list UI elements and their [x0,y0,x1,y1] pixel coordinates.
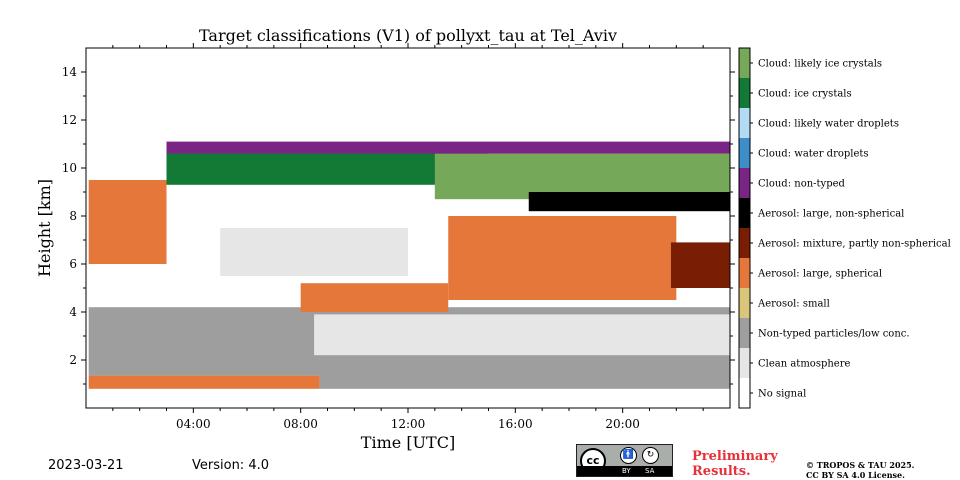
plot-area [86,48,730,408]
legend-swatch [739,318,750,348]
x-tick-label: 20:00 [605,417,640,431]
classification-layer [88,375,320,389]
classification-layer [314,314,730,356]
legend-swatch [739,138,750,168]
legend-label: No signal [758,389,806,400]
y-tick-label: 10 [62,161,77,175]
x-tick-label: 04:00 [176,417,211,431]
legend-swatch [739,48,750,78]
y-tick-label: 12 [62,113,77,127]
classification-layer [448,216,677,300]
legend-label: Non-typed particles/low conc. [758,329,910,340]
y-tick-label: 4 [69,305,77,319]
preliminary-line-2: Results. [692,464,751,479]
version-label: Version: 4.0 [192,458,269,473]
legend-frame [738,47,751,409]
legend-label: Aerosol: mixture, partly non-spherical [757,239,951,250]
legend-label: Cloud: ice crystals [758,89,852,100]
y-tick-label: 6 [69,257,77,271]
legend-label: Cloud: non-typed [758,179,846,190]
x-tick-label: 12:00 [391,417,426,431]
classification-layer [220,228,408,276]
sa-label: SA [645,467,655,475]
badge-strip [577,466,672,476]
x-tick-label: 08:00 [283,417,318,431]
y-tick-label: 14 [62,65,78,79]
legend-label: Aerosol: small [757,299,830,310]
legend-label: Cloud: likely ice crystals [758,59,882,70]
share-alike-icon: ↻ [642,447,659,464]
legend-swatch [739,228,750,258]
y-axis-label: Height [km] [35,179,54,277]
classification-layer [528,192,730,212]
person-icon: 🚹 [620,447,637,464]
classification-layer [319,372,730,389]
legend-label: Aerosol: large, spherical [757,269,882,280]
chart-title: Target classifications (V1) of pollyxt_t… [199,26,617,45]
legend-swatch [739,198,750,228]
legend-label: Cloud: likely water droplets [758,119,899,130]
date-label: 2023-03-21 [48,458,124,473]
legend-swatch [739,288,750,318]
preliminary-line-1: Preliminary [692,449,778,464]
colorbar-legend: Cloud: likely ice crystals Cloud: ice cry… [738,47,951,409]
copyright-line-2: CC BY SA 4.0 License. [806,470,905,480]
legend-swatch [739,258,750,288]
legend-label: Clean atmosphere [758,359,851,370]
legend-label: Aerosol: large, non-spherical [757,209,904,220]
x-axis-label: Time [UTC] [361,433,455,452]
copyright-note: © TROPOS & TAU 2025. CC BY SA 4.0 Licens… [806,460,914,480]
axes: 04:00 08:00 12:00 16:00 20:00 2 4 6 8 10 12 14 [62,43,735,431]
legend-swatch [739,378,750,408]
classification-layer [300,283,449,312]
by-label: BY [622,467,631,475]
legend-swatch [739,78,750,108]
preliminary-note: Preliminary Results. [692,449,778,479]
cc-license-badge: cc 🚹 ↻ BY SA [576,444,673,477]
legend-swatch [739,168,750,198]
classification-layer [434,153,730,200]
legend-swatch [739,348,750,378]
y-tick-label: 8 [69,209,77,223]
classification-layer [166,141,730,154]
x-tick-label: 16:00 [498,417,533,431]
y-tick-label: 2 [69,353,77,367]
copyright-line-1: © TROPOS & TAU 2025. [806,460,915,470]
classification-layer [88,180,167,264]
legend-swatch [739,108,750,138]
classification-layer [670,242,730,288]
legend-label: Cloud: water droplets [758,149,869,160]
